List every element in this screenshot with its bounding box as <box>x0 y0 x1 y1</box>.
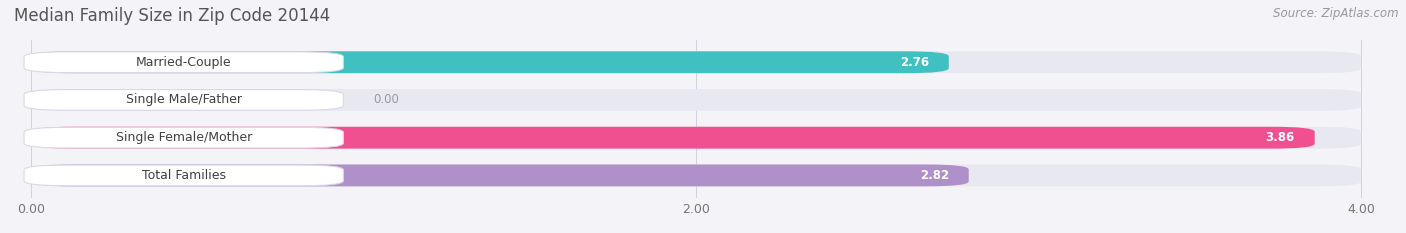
Text: Source: ZipAtlas.com: Source: ZipAtlas.com <box>1274 7 1399 20</box>
Text: 0.00: 0.00 <box>374 93 399 106</box>
FancyBboxPatch shape <box>31 127 1361 149</box>
FancyBboxPatch shape <box>31 164 969 186</box>
FancyBboxPatch shape <box>31 51 1361 73</box>
FancyBboxPatch shape <box>31 51 949 73</box>
Text: Total Families: Total Families <box>142 169 226 182</box>
FancyBboxPatch shape <box>24 127 343 148</box>
FancyBboxPatch shape <box>24 165 343 186</box>
Text: 3.86: 3.86 <box>1265 131 1295 144</box>
FancyBboxPatch shape <box>24 52 343 73</box>
FancyBboxPatch shape <box>31 127 1315 149</box>
FancyBboxPatch shape <box>31 89 1361 111</box>
FancyBboxPatch shape <box>31 164 1361 186</box>
Text: 2.76: 2.76 <box>900 56 929 69</box>
Text: Median Family Size in Zip Code 20144: Median Family Size in Zip Code 20144 <box>14 7 330 25</box>
FancyBboxPatch shape <box>24 90 343 110</box>
Text: 2.82: 2.82 <box>920 169 949 182</box>
Text: Married-Couple: Married-Couple <box>136 56 232 69</box>
Text: Single Female/Mother: Single Female/Mother <box>115 131 252 144</box>
Text: Single Male/Father: Single Male/Father <box>125 93 242 106</box>
